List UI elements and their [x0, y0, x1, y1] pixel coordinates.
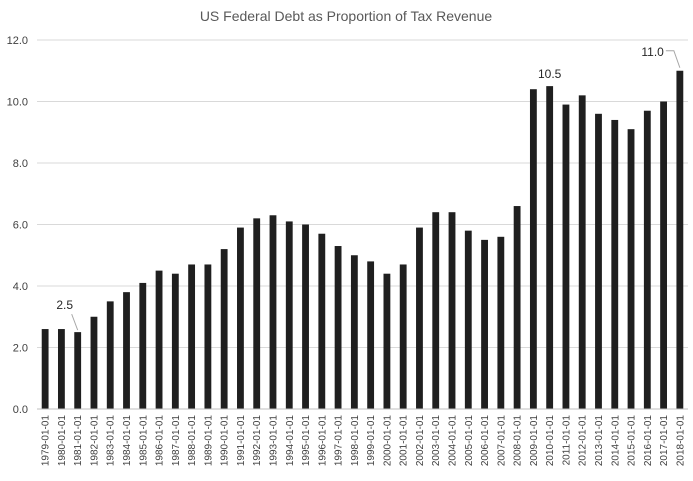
bar [155, 270, 163, 409]
x-tick-label: 2009-01-01 [529, 415, 540, 467]
bar [643, 110, 651, 409]
x-tick-label: 2011-01-01 [561, 415, 572, 466]
annotation-leader [71, 313, 79, 331]
x-tick-label: 2014-01-01 [610, 415, 621, 467]
x-tick-label: 1994-01-01 [285, 415, 296, 467]
x-tick-label: 2007-01-01 [496, 415, 507, 467]
x-tick-label: 1984-01-01 [122, 415, 133, 467]
bar [497, 236, 505, 409]
bar [334, 246, 342, 409]
bar [90, 316, 98, 409]
x-tick-label: 1983-01-01 [106, 415, 117, 467]
x-tick-label: 1986-01-01 [155, 415, 166, 467]
y-tick-label: 6.0 [13, 220, 28, 232]
x-tick-label: 2001-01-01 [399, 415, 410, 467]
bar [74, 332, 82, 409]
annotation-leader [665, 50, 681, 68]
bars [41, 70, 684, 410]
bar [448, 212, 456, 409]
bar [416, 227, 423, 409]
x-tick-label: 1990-01-01 [220, 415, 231, 467]
x-tick-label: 1979-01-01 [41, 415, 52, 467]
x-tick-label: 1980-01-01 [57, 415, 68, 467]
x-tick-label: 2005-01-01 [464, 415, 475, 467]
bar [57, 329, 65, 409]
bar [220, 249, 228, 409]
bar [106, 301, 114, 409]
bar [269, 215, 277, 409]
annotation-label: 2.5 [56, 298, 73, 312]
bar [171, 273, 179, 409]
bar [41, 329, 49, 409]
bar [139, 282, 147, 409]
bar [383, 273, 391, 409]
x-tick-label: 1996-01-01 [317, 415, 328, 467]
bar [529, 89, 537, 409]
bar [578, 95, 586, 409]
x-tick-label: 1993-01-01 [268, 415, 279, 467]
x-tick-label: 1988-01-01 [187, 415, 198, 467]
y-axis-ticks: 0.0 2.0 4.0 6.0 8.0 10.0 12.0 [7, 35, 28, 416]
x-tick-label: 1987-01-01 [171, 415, 182, 467]
bar [237, 227, 244, 409]
bar [627, 129, 635, 410]
bar [611, 119, 619, 409]
y-tick-label: 2.0 [13, 343, 28, 355]
x-tick-label: 2010-01-01 [545, 415, 556, 467]
bar [660, 101, 668, 409]
bar [350, 255, 358, 409]
y-tick-label: 8.0 [13, 158, 28, 170]
annotation-label: 10.5 [538, 67, 562, 81]
x-axis-ticks: 1979-01-01 1980-01-01 1981-01-01 1982-01-01… [41, 415, 687, 467]
x-tick-label: 1989-01-01 [203, 415, 214, 467]
x-tick-label: 1985-01-01 [138, 415, 149, 467]
bar [367, 261, 375, 409]
bar [285, 221, 293, 409]
x-tick-label: 1992-01-01 [252, 415, 263, 467]
bar [676, 70, 684, 409]
bar [546, 86, 554, 409]
bar [318, 233, 326, 409]
y-tick-label: 12.0 [7, 35, 28, 47]
x-tick-label: 1999-01-01 [366, 415, 377, 467]
x-tick-label: 1982-01-01 [89, 415, 100, 467]
bar [562, 104, 570, 409]
x-tick-label: 2000-01-01 [382, 415, 393, 467]
chart-title: US Federal Debt as Proportion of Tax Rev… [200, 8, 493, 24]
x-tick-label: 1998-01-01 [350, 415, 361, 467]
bar [595, 113, 602, 410]
y-tick-label: 10.0 [7, 97, 28, 109]
x-tick-label: 1981-01-01 [73, 415, 84, 467]
annotation-label: 11.0 [641, 45, 664, 59]
x-tick-label: 2015-01-01 [627, 415, 638, 467]
x-tick-label: 2017-01-01 [659, 415, 670, 467]
y-tick-label: 0.0 [13, 404, 28, 416]
x-tick-label: 1997-01-01 [334, 415, 345, 467]
bar [432, 212, 440, 409]
x-tick-label: 2006-01-01 [480, 415, 491, 467]
x-tick-label: 2018-01-01 [675, 415, 686, 467]
annotations: 2.5 10.5 11.0 [56, 45, 681, 331]
bar [481, 239, 488, 409]
x-tick-label: 2003-01-01 [431, 415, 442, 467]
x-tick-label: 1995-01-01 [301, 415, 312, 467]
x-tick-label: 2016-01-01 [643, 415, 654, 467]
x-tick-label: 2004-01-01 [448, 415, 459, 467]
x-tick-label: 1991-01-01 [236, 415, 247, 467]
grid [37, 39, 688, 348]
bar [253, 218, 261, 409]
bar [464, 230, 472, 409]
x-tick-label: 2002-01-01 [415, 415, 426, 467]
y-tick-label: 4.0 [13, 281, 28, 293]
bar [399, 264, 407, 409]
x-tick-label: 2008-01-01 [513, 415, 524, 467]
x-tick-label: 2012-01-01 [578, 415, 589, 467]
bar [204, 264, 212, 409]
bar [188, 264, 196, 409]
bar [123, 292, 130, 409]
bar [513, 206, 521, 409]
bar [302, 224, 309, 409]
x-tick-label: 2013-01-01 [594, 415, 605, 467]
